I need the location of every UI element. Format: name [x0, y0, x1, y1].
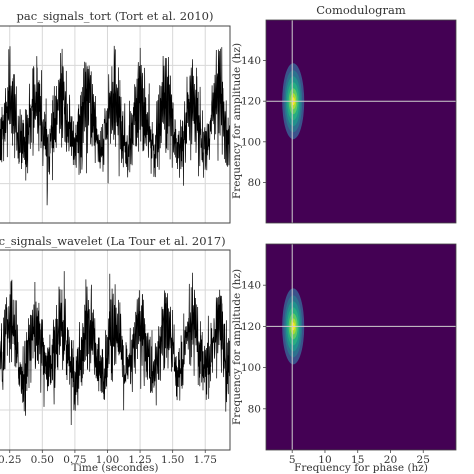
x-tick-label: 0.50	[31, 454, 54, 466]
comodulogram-wavelet-frame	[265, 243, 457, 451]
x-tick-label: 1.00	[96, 454, 119, 466]
y-tick-label: 100	[241, 136, 261, 148]
tort-signal-frame	[0, 25, 231, 224]
comodulogram-tort-frame	[265, 19, 457, 224]
panel-comodulogram-wavelet: Frequency for amplitude (hz) 80 100 120 140…	[231, 243, 457, 474]
x-tick-label: 1.25	[128, 454, 151, 466]
x-tick-label: 5	[289, 454, 296, 466]
x-tick-label: 0.75	[63, 454, 86, 466]
comodulogram-tort-ylabel: Frequency for amplitude (hz)	[231, 43, 243, 199]
wavelet-signal-xlabel: Time (secondes)	[72, 462, 159, 474]
wavelet-signal-frame	[0, 249, 231, 451]
comodulogram-wavelet-xlabel: Frequency for phase (hz)	[294, 462, 428, 474]
signal-trace	[0, 271, 231, 426]
y-tick-label: 100	[241, 362, 261, 374]
x-tick-label: 25	[417, 454, 430, 466]
y-tick-label: 80	[248, 177, 261, 189]
y-tick-label: 140	[241, 55, 261, 67]
y-tick-label: 120	[241, 96, 261, 108]
x-tick-label: 20	[384, 454, 397, 466]
x-tick-label: 15	[351, 454, 364, 466]
x-tick-label: 1.75	[194, 454, 217, 466]
comodulogram-wavelet-ylabel: Frequency for amplitude (hz)	[231, 269, 243, 425]
panel-wavelet-signal: pac_signals_wavelet (La Tour et al. 2017…	[0, 234, 231, 474]
x-tick-label: 10	[318, 454, 331, 466]
comodulogram-title: Comodulogram	[316, 3, 406, 17]
x-tick-label: 1.50	[161, 454, 184, 466]
panel-tort-signal: pac_signals_tort (Tort et al. 2010)	[0, 9, 231, 224]
x-tick-label: 0.25	[0, 454, 21, 466]
tort-signal-title: pac_signals_tort (Tort et al. 2010)	[17, 9, 214, 23]
signal-trace	[0, 45, 231, 206]
y-tick-label: 80	[248, 403, 261, 415]
panel-comodulogram-tort: Comodulogram Frequency for amplitude (hz…	[231, 3, 457, 224]
y-tick-label: 140	[241, 280, 261, 292]
y-tick-label: 120	[241, 321, 261, 333]
wavelet-signal-title: pac_signals_wavelet (La Tour et al. 2017…	[0, 234, 226, 248]
